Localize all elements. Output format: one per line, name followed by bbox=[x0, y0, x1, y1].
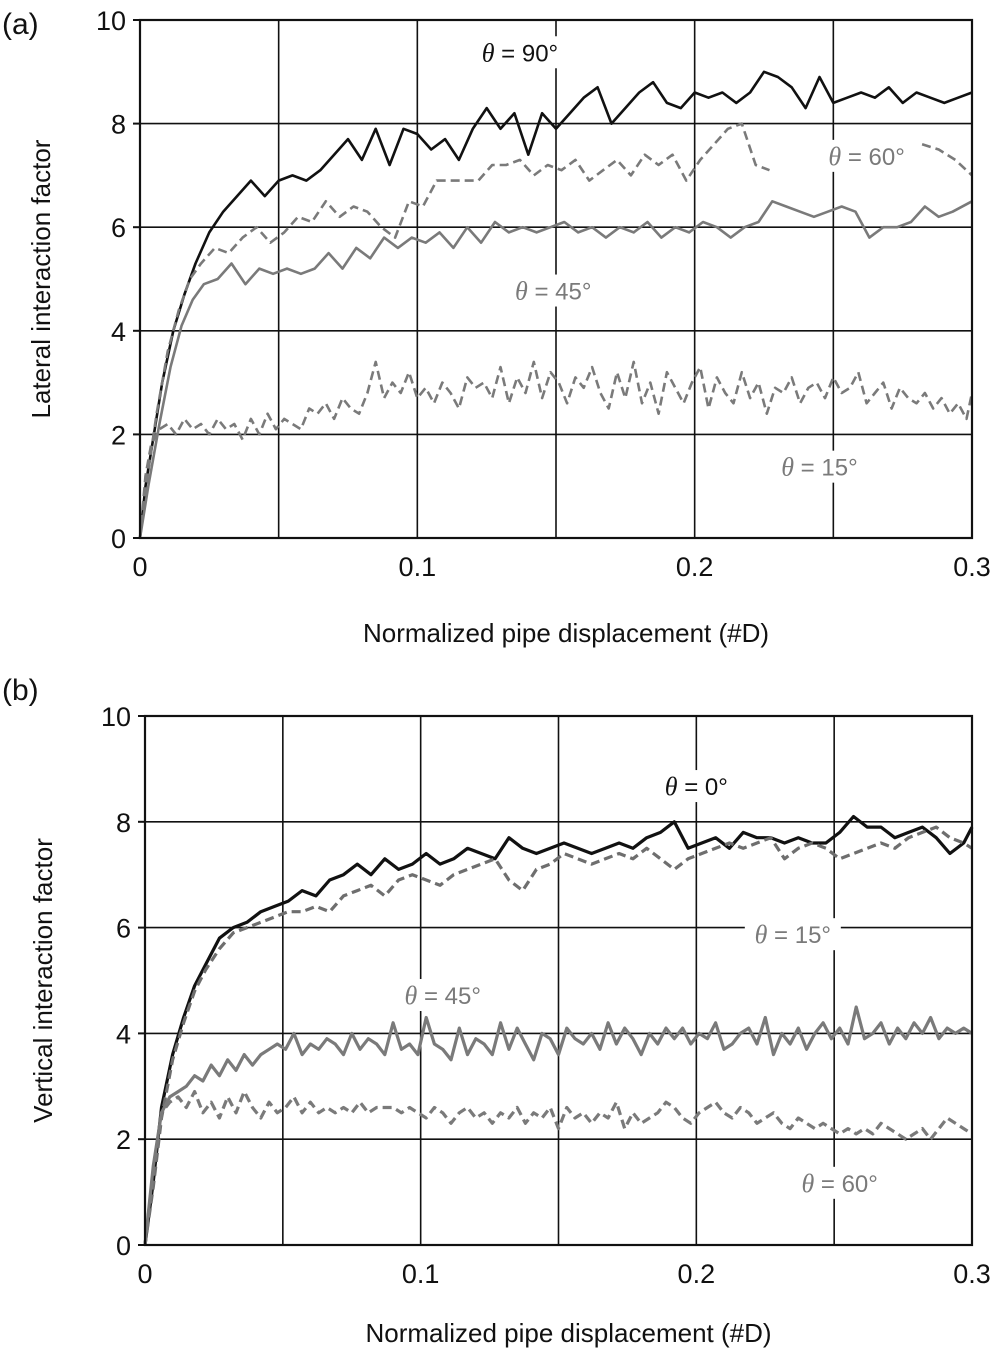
y-tick-label: 0 bbox=[111, 524, 126, 554]
panel-label: (b) bbox=[2, 674, 39, 707]
series-line bbox=[921, 143, 973, 177]
annotation-label: θ = 60° bbox=[801, 1169, 877, 1198]
x-tick-label: 0.2 bbox=[678, 1259, 716, 1289]
annotation-background bbox=[744, 918, 841, 951]
theta-symbol: θ bbox=[755, 920, 768, 949]
x-tick-label: 0.3 bbox=[953, 1259, 991, 1289]
y-axis-label: Vertical interaction factor bbox=[28, 838, 58, 1123]
theta-symbol: θ bbox=[781, 453, 794, 482]
theta-symbol: θ bbox=[482, 38, 495, 67]
annotation-label: θ = 90° bbox=[482, 38, 558, 67]
annotation-background bbox=[818, 139, 915, 172]
chart-panel-a: 0 2 4 6 8 10 0 0.1 0.2 0.3 Normalized pipe displac… bbox=[2, 6, 991, 648]
y-tick-label: 6 bbox=[111, 213, 126, 243]
annotation-background bbox=[471, 36, 568, 69]
y-tick-label: 4 bbox=[116, 1019, 131, 1049]
series-annotation: θ = 60° bbox=[791, 1166, 888, 1199]
series-line bbox=[143, 825, 973, 1246]
series-line bbox=[143, 1005, 973, 1246]
annotation-value: = 90° bbox=[495, 40, 559, 67]
series-annotation: θ = 45° bbox=[394, 979, 491, 1012]
x-tick-label: 0 bbox=[132, 552, 147, 582]
y-tick-label: 2 bbox=[116, 1125, 131, 1155]
x-tick-label: 0 bbox=[137, 1259, 152, 1289]
theta-symbol: θ bbox=[405, 981, 418, 1010]
x-axis-label: Normalized pipe displacement (#D) bbox=[365, 1318, 771, 1348]
annotation-label: θ = 15° bbox=[755, 920, 831, 949]
y-tick-label: 0 bbox=[116, 1231, 131, 1261]
x-axis-label: Normalized pipe displacement (#D) bbox=[363, 618, 769, 648]
x-tick-label: 0.1 bbox=[399, 552, 437, 582]
chart-panel-b: 0 2 4 6 8 10 0 0.1 0.2 0.3 Normalized pipe displac… bbox=[2, 674, 991, 1348]
annotation-value: = 60° bbox=[841, 144, 905, 171]
theta-symbol: θ bbox=[665, 772, 678, 801]
annotation-value: = 15° bbox=[794, 455, 858, 482]
theta-symbol: θ bbox=[801, 1169, 814, 1198]
y-tick-label: 8 bbox=[111, 110, 126, 140]
series-line bbox=[143, 1089, 973, 1246]
plot-frame bbox=[143, 714, 974, 1247]
series-line bbox=[138, 200, 973, 539]
panel-label: (a) bbox=[2, 8, 39, 41]
x-tick-label: 0.1 bbox=[402, 1259, 440, 1289]
annotation-label: θ = 0° bbox=[665, 772, 728, 801]
series-line bbox=[138, 122, 770, 539]
annotation-background bbox=[394, 979, 491, 1012]
annotation-label: θ = 15° bbox=[781, 453, 857, 482]
series-annotation: θ = 0° bbox=[648, 770, 745, 803]
annotation-value: = 45° bbox=[528, 279, 592, 306]
annotation-value: = 60° bbox=[814, 1171, 878, 1198]
series-annotation: θ = 15° bbox=[771, 450, 868, 483]
y-tick-label: 6 bbox=[116, 914, 131, 944]
series-annotation: θ = 60° bbox=[818, 139, 915, 172]
series-annotation: θ = 15° bbox=[744, 918, 841, 951]
annotation-value: = 0° bbox=[678, 774, 728, 801]
series-line bbox=[138, 360, 974, 539]
annotation-value: = 45° bbox=[417, 983, 481, 1010]
y-axis-label: Lateral interaction factor bbox=[26, 139, 56, 418]
annotation-background bbox=[771, 450, 868, 483]
x-tick-label: 0.2 bbox=[676, 552, 714, 582]
annotation-label: θ = 45° bbox=[515, 277, 591, 306]
annotation-value: = 15° bbox=[767, 922, 831, 949]
series-line bbox=[138, 70, 973, 539]
x-tick-label: 0.3 bbox=[953, 552, 991, 582]
series-annotation: θ = 90° bbox=[471, 36, 568, 69]
y-tick-label: 10 bbox=[96, 6, 126, 36]
theta-symbol: θ bbox=[515, 277, 528, 306]
theta-symbol: θ bbox=[828, 142, 841, 171]
y-tick-label: 4 bbox=[111, 317, 126, 347]
annotation-background bbox=[791, 1166, 888, 1199]
plot-frame bbox=[138, 18, 974, 540]
annotation-background bbox=[648, 770, 745, 803]
series-line bbox=[143, 814, 974, 1246]
annotation-label: θ = 60° bbox=[828, 142, 904, 171]
annotation-background bbox=[505, 274, 602, 307]
annotation-label: θ = 45° bbox=[405, 981, 481, 1010]
y-tick-label: 8 bbox=[116, 808, 131, 838]
y-tick-label: 2 bbox=[111, 420, 126, 450]
series-annotation: θ = 45° bbox=[505, 274, 602, 307]
y-tick-label: 10 bbox=[101, 702, 131, 732]
